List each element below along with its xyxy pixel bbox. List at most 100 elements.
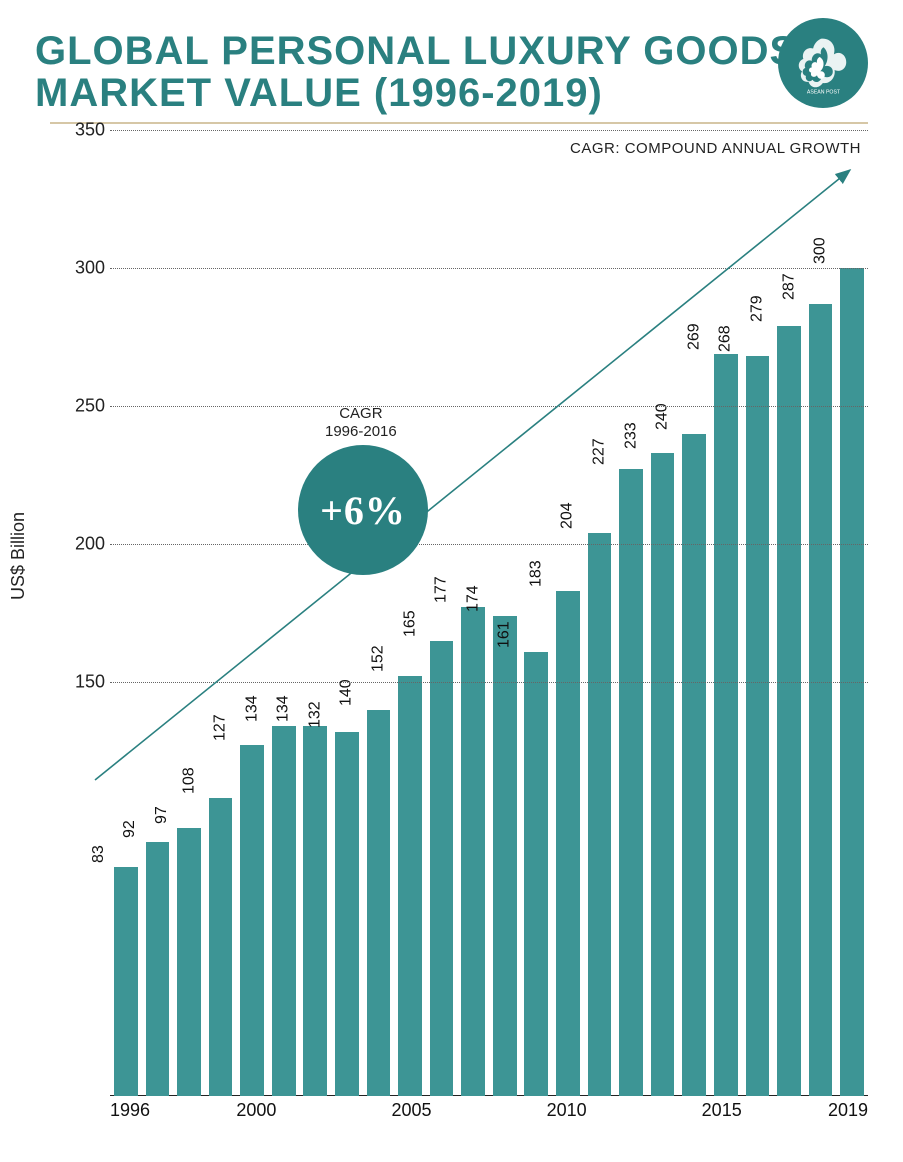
bar-value-label: 269 [685,323,703,354]
gridline [110,682,868,683]
x-tick-label [644,1096,673,1124]
bar: 132 [335,732,359,1096]
bar: 227 [619,469,643,1096]
x-tick-label: 2010 [547,1096,587,1124]
x-tick-label [460,1096,489,1124]
cagr-value: +6% [320,487,406,534]
x-tick-label [305,1096,334,1124]
bar: 269 [714,354,738,1096]
bar: 97 [177,828,201,1096]
x-tick-label: 2000 [236,1096,276,1124]
x-tick-label [432,1096,461,1124]
bar-wrap: 300 [836,130,868,1096]
x-tick-label: 1996 [110,1096,150,1124]
bar-value-label: 174 [464,585,482,616]
bar-value-label: 177 [433,577,451,608]
bar: 287 [809,304,833,1096]
bar-value-label: 127 [212,715,230,746]
x-tick-label [799,1096,828,1124]
svg-text:ASEAN POST: ASEAN POST [806,89,840,95]
bar-value-label: 92 [121,820,139,842]
bar-wrap: 92 [142,130,174,1096]
bar-wrap: 287 [805,130,837,1096]
x-tick-label [150,1096,179,1124]
bar: 161 [524,652,548,1096]
bar-wrap: 204 [584,130,616,1096]
bar-wrap: 127 [236,130,268,1096]
x-tick-label: 2015 [702,1096,742,1124]
x-tick-label [770,1096,799,1124]
bar: 183 [556,591,580,1096]
bar-wrap: 174 [489,130,521,1096]
x-tick-label [742,1096,771,1124]
bar-value-label: 204 [559,502,577,533]
bar: 279 [777,326,801,1096]
bar-value-label: 108 [180,767,198,798]
gridline [110,130,868,131]
bar-value-label: 183 [528,560,546,591]
bar-wrap: 97 [173,130,205,1096]
bar: 83 [114,867,138,1096]
x-tick-label [615,1096,644,1124]
bar-wrap: 269 [710,130,742,1096]
bar-value-label: 300 [812,237,830,268]
cagr-badge: +6% [298,445,428,575]
bar-value-label: 134 [243,695,261,726]
bar: 134 [303,726,327,1096]
gridline [110,406,868,407]
x-axis-labels: 199620002005201020152019 [110,1096,868,1124]
bar-value-label: 233 [622,422,640,453]
bar: 165 [430,641,454,1096]
bars-container: 8392971081271341341321401521651771741611… [110,130,868,1096]
x-tick-label [489,1096,518,1124]
bar: 134 [272,726,296,1096]
bar-value-label: 83 [90,845,108,867]
bar-wrap: 140 [363,130,395,1096]
bar-value-label: 140 [338,679,356,710]
bar: 140 [367,710,391,1096]
x-tick-label [276,1096,305,1124]
bar: 92 [146,842,170,1096]
bar-value-label: 165 [401,610,419,641]
bar-wrap: 165 [426,130,458,1096]
x-tick-label [179,1096,208,1124]
bar-wrap: 161 [521,130,553,1096]
bar: 204 [588,533,612,1096]
bar-wrap: 233 [647,130,679,1096]
bar-value-label: 134 [275,695,293,726]
x-tick-label: 2019 [828,1096,868,1124]
bar: 240 [682,434,706,1096]
bar-wrap: 268 [742,130,774,1096]
x-tick-label [587,1096,616,1124]
x-tick-label [208,1096,237,1124]
y-tick-label: 350 [65,120,105,141]
bar: 127 [240,745,264,1096]
y-tick-label: 150 [65,672,105,693]
gridline [110,544,868,545]
bar-value-label: 279 [749,295,767,326]
bar: 233 [651,453,675,1096]
bar-chart: 8392971081271341341321401521651771741611… [60,130,868,1124]
bar-wrap: 134 [268,130,300,1096]
bar: 268 [746,356,770,1096]
x-tick-label [334,1096,363,1124]
bar-value-label: 227 [591,439,609,470]
bar: 174 [493,616,517,1096]
bar-value-label: 240 [654,403,672,434]
gridline [110,268,868,269]
x-tick-label [518,1096,547,1124]
bar: 152 [398,676,422,1096]
bar-wrap: 240 [678,130,710,1096]
x-tick-label [673,1096,702,1124]
title-rule [50,122,868,124]
bar-wrap: 134 [299,130,331,1096]
x-tick-label [363,1096,392,1124]
publisher-logo: ASEAN POST [778,18,868,108]
bar-wrap: 132 [331,130,363,1096]
bar-value-label: 268 [717,326,735,357]
bar: 108 [209,798,233,1096]
y-tick-label: 300 [65,258,105,279]
cagr-label: CAGR1996-2016 [325,405,397,441]
y-axis-label: US$ Billion [8,512,29,600]
chart-title: GLOBAL PERSONAL LUXURY GOODS MARKET VALU… [35,30,868,114]
